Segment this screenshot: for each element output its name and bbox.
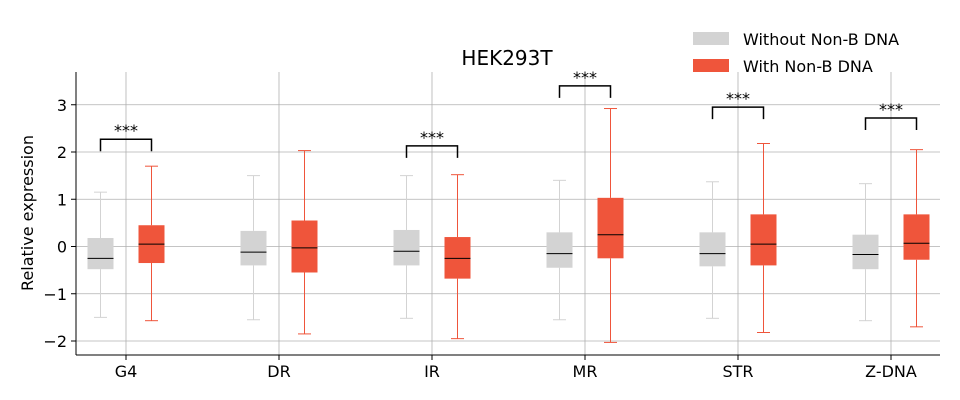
significance-label: *** xyxy=(573,68,597,87)
box-group xyxy=(87,191,114,318)
grid-lines xyxy=(76,72,940,355)
y-axis-label: Relative expression xyxy=(18,135,37,291)
significance-label: *** xyxy=(420,128,444,147)
box-iqr xyxy=(699,232,726,267)
box-iqr xyxy=(597,197,624,259)
box-iqr xyxy=(291,220,318,273)
box-iqr xyxy=(852,234,879,270)
significance-brackets: *** *** *** *** *** xyxy=(99,68,918,158)
significance-bracket xyxy=(99,138,153,152)
x-tick-label: IR xyxy=(424,362,440,381)
box-group xyxy=(699,181,726,319)
y-tick-label: 0 xyxy=(57,238,67,257)
y-tick-label: 1 xyxy=(57,190,67,209)
box-group xyxy=(240,175,267,321)
x-tick-label: Z-DNA xyxy=(865,362,917,381)
boxes xyxy=(87,108,930,343)
legend-label-without: Without Non-B DNA xyxy=(743,30,899,49)
y-tick-label: −1 xyxy=(43,285,67,304)
legend: Without Non-B DNA With Non-B DNA xyxy=(693,30,899,76)
box-iqr xyxy=(546,232,573,268)
significance-label: *** xyxy=(726,89,750,108)
box-group xyxy=(393,175,420,319)
x-tick-label: G4 xyxy=(115,362,138,381)
significance-bracket xyxy=(558,85,612,98)
box-group xyxy=(597,108,624,343)
box-iqr xyxy=(750,214,777,266)
box-group xyxy=(852,183,879,322)
chart-title: HEK293T xyxy=(461,46,553,70)
y-tick-label: −2 xyxy=(43,332,67,351)
box-iqr xyxy=(240,230,267,266)
legend-label-with: With Non-B DNA xyxy=(743,57,873,76)
significance-bracket xyxy=(405,145,459,158)
x-tick-label: MR xyxy=(573,362,598,381)
significance-label: *** xyxy=(114,121,138,140)
axes xyxy=(75,72,940,356)
legend-swatch-without xyxy=(693,32,729,45)
box-group xyxy=(546,179,573,321)
box-iqr xyxy=(903,214,930,260)
x-tick-label: DR xyxy=(267,362,290,381)
y-tick-label: 2 xyxy=(57,143,67,162)
box-group xyxy=(444,174,471,340)
box-group xyxy=(291,150,318,335)
significance-bracket xyxy=(864,117,918,130)
box-group xyxy=(750,142,777,333)
significance-bracket xyxy=(711,106,765,120)
box-iqr xyxy=(87,237,114,270)
box-group xyxy=(138,165,165,322)
y-tick-label: 3 xyxy=(57,96,67,115)
legend-swatch-with xyxy=(693,59,729,72)
box-iqr xyxy=(393,229,420,266)
tick-labels: −2 −1 0 1 2 3 G4 DR IR MR STR Z-DNA xyxy=(43,96,916,381)
box-group xyxy=(903,149,930,328)
x-tick-label: STR xyxy=(722,362,753,381)
significance-label: *** xyxy=(879,100,903,119)
